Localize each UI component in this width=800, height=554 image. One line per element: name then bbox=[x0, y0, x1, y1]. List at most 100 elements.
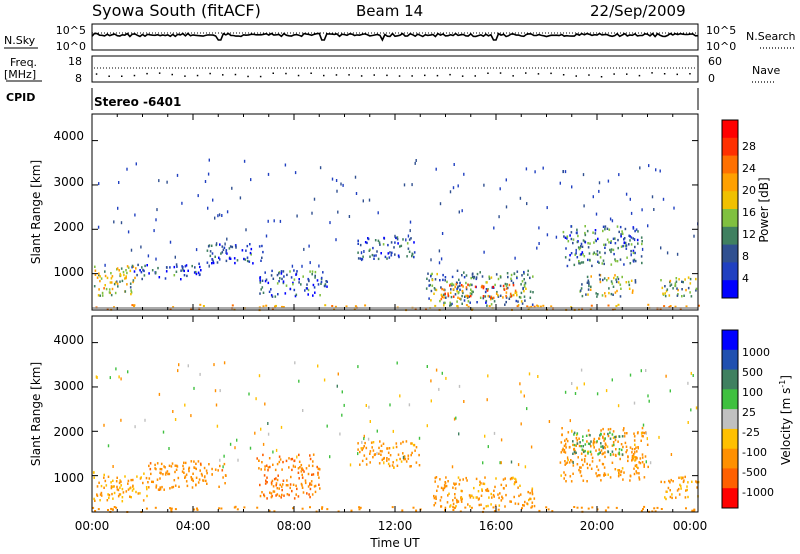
scatter-cell bbox=[610, 240, 612, 243]
scatter-cell bbox=[618, 230, 620, 234]
scatter-cell bbox=[403, 183, 406, 187]
scatter-cell bbox=[696, 481, 698, 484]
scatter-cell bbox=[236, 508, 239, 511]
scatter-cell bbox=[551, 510, 554, 513]
scatter-cell bbox=[193, 460, 195, 463]
scatter-cell bbox=[685, 489, 687, 492]
scatter-cell bbox=[675, 496, 677, 499]
scatter-cell bbox=[607, 473, 609, 476]
scatter-cell bbox=[612, 441, 615, 444]
scatter-cell bbox=[295, 293, 298, 296]
scatter-cell bbox=[635, 470, 637, 473]
scatter-cell bbox=[570, 480, 573, 483]
scatter-cell bbox=[576, 240, 579, 244]
scatter-cell bbox=[645, 460, 647, 464]
scatter-cell bbox=[588, 252, 591, 255]
scatter-cell bbox=[261, 286, 264, 289]
scatter-cell bbox=[633, 238, 636, 242]
scatter-cell bbox=[118, 481, 121, 485]
scatter-cell bbox=[528, 372, 531, 376]
scatter-cell bbox=[614, 453, 617, 457]
scatter-cell bbox=[382, 457, 385, 460]
scatter-cell bbox=[193, 386, 195, 390]
scatter-cell bbox=[598, 448, 600, 451]
scatter-cell bbox=[486, 281, 488, 284]
nave-dot bbox=[474, 75, 476, 77]
scatter-cell bbox=[680, 487, 682, 490]
scatter-cell bbox=[587, 281, 590, 284]
nave-dot bbox=[512, 75, 514, 77]
scatter-cell bbox=[521, 302, 524, 305]
scatter-cell bbox=[298, 278, 300, 281]
scatter-cell bbox=[505, 493, 507, 497]
vel-cb-tick-500: 500 bbox=[742, 366, 763, 379]
scatter-cell bbox=[219, 464, 221, 468]
scatter-cell bbox=[639, 166, 641, 170]
scatter-cell bbox=[249, 243, 251, 246]
scatter-cell bbox=[289, 287, 292, 291]
scatter-cell bbox=[470, 506, 473, 509]
scatter-cell bbox=[266, 481, 268, 484]
scatter-cell bbox=[658, 435, 660, 439]
scatter-cell bbox=[527, 273, 529, 276]
scatter-cell bbox=[283, 494, 285, 497]
scatter-cell bbox=[470, 293, 473, 296]
scatter-cell bbox=[410, 442, 412, 445]
scatter-cell bbox=[368, 198, 371, 202]
scatter-cell bbox=[593, 241, 595, 244]
scatter-cell bbox=[605, 443, 607, 447]
scatter-cell bbox=[267, 422, 269, 425]
scatter-cell bbox=[526, 305, 529, 308]
scatter-cell bbox=[341, 413, 343, 417]
scatter-cell bbox=[348, 215, 351, 218]
scatter-cell bbox=[409, 220, 412, 224]
scatter-cell bbox=[508, 297, 511, 300]
scatter-cell bbox=[221, 251, 224, 254]
scatter-cell bbox=[449, 304, 451, 307]
power-panel: 4000 3000 2000 1000 Slant Range [km] bbox=[29, 113, 700, 312]
scatter-cell bbox=[601, 452, 604, 456]
scatter-cell bbox=[685, 288, 687, 292]
scatter-cell bbox=[335, 238, 337, 242]
scatter-cell bbox=[402, 238, 404, 241]
scatter-cell bbox=[560, 474, 562, 477]
power-ytick-2000: 2000 bbox=[53, 220, 84, 234]
scatter-cell bbox=[531, 491, 534, 494]
scatter-cell bbox=[627, 459, 629, 463]
scatter-cell bbox=[449, 505, 451, 508]
scatter-cell bbox=[569, 475, 572, 478]
scatter-cell bbox=[618, 435, 620, 438]
scatter-cell bbox=[221, 469, 224, 472]
scatter-cell bbox=[529, 296, 532, 299]
scatter-cell bbox=[531, 492, 534, 496]
scatter-cell bbox=[517, 486, 519, 489]
scatter-cell bbox=[641, 242, 643, 246]
scatter-cell bbox=[486, 487, 489, 491]
scatter-cell bbox=[687, 481, 689, 484]
scatter-cell bbox=[576, 463, 579, 466]
scatter-cell bbox=[565, 462, 567, 465]
scatter-cell bbox=[125, 275, 127, 278]
scatter-cell bbox=[465, 281, 467, 285]
scatter-cell bbox=[676, 489, 679, 492]
scatter-cell bbox=[632, 227, 635, 230]
scatter-cell bbox=[404, 457, 407, 461]
scatter-cell bbox=[250, 253, 252, 256]
scatter-cell bbox=[487, 294, 490, 298]
scatter-cell bbox=[277, 474, 279, 477]
scatter-cell bbox=[602, 278, 604, 282]
scatter-cell bbox=[278, 455, 281, 458]
scatter-cell bbox=[576, 256, 579, 259]
scatter-cell bbox=[249, 251, 252, 255]
power-colorbar-cell bbox=[722, 191, 738, 210]
scatter-cell bbox=[119, 272, 121, 276]
scatter-cell bbox=[510, 277, 512, 280]
scatter-cell bbox=[399, 394, 401, 398]
scatter-cell bbox=[533, 497, 536, 500]
scatter-cell bbox=[463, 276, 466, 279]
scatter-cell bbox=[197, 271, 200, 274]
scatter-cell bbox=[186, 274, 188, 278]
scatter-cell bbox=[488, 305, 491, 308]
scatter-cell bbox=[202, 479, 204, 482]
scatter-cell bbox=[602, 427, 604, 431]
